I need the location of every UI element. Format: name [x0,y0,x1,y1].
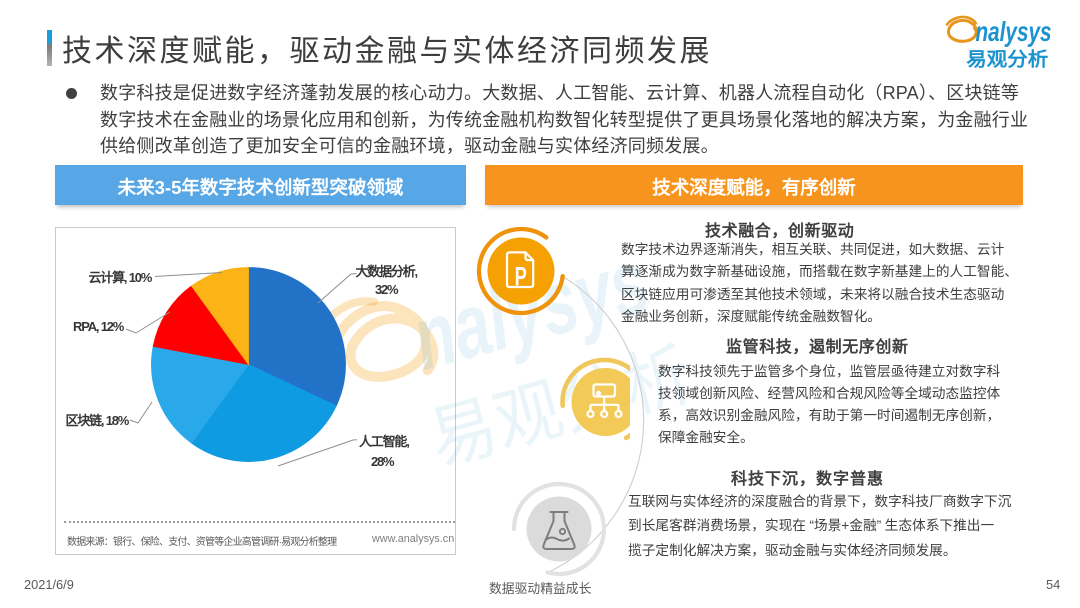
svg-text:P: P [515,262,527,292]
svg-text:nalysys: nalysys [976,16,1052,47]
svg-text:易观分析: 易观分析 [966,48,1048,71]
